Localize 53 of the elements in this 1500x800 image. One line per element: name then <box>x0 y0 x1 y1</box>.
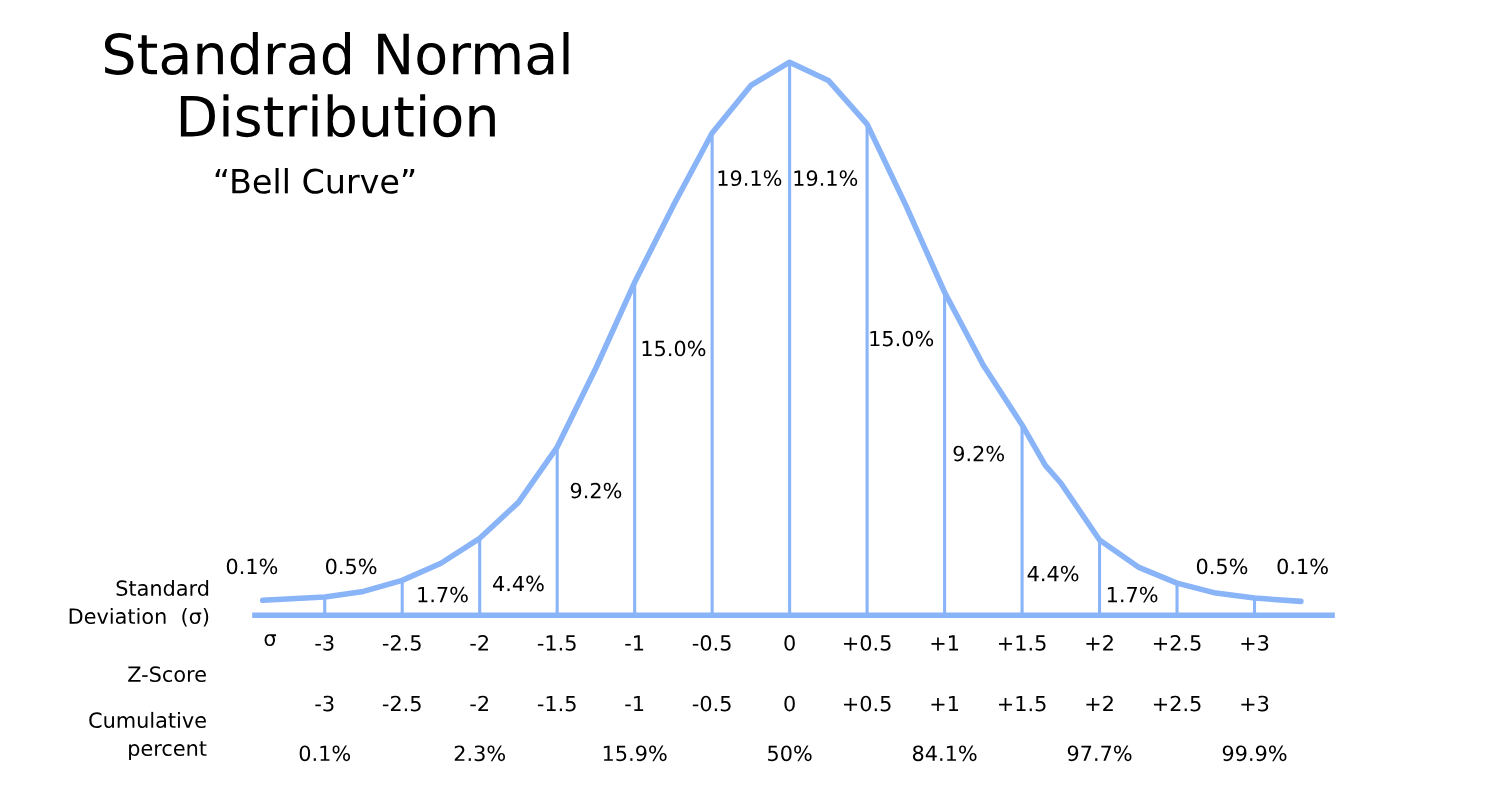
x-tick-label: -1 <box>625 635 644 651</box>
x-tick-label: -0.5 <box>692 635 731 651</box>
x-tick-label: +2 <box>1086 635 1113 651</box>
text: -1.5 <box>537 695 576 712</box>
x-tick-label: -2.5 <box>382 635 421 651</box>
x-tick-label: +3 <box>1241 635 1269 651</box>
x-tick-label: +0.5 <box>844 635 891 651</box>
annotation: 19.1% <box>718 170 782 187</box>
annotation: 15.0% <box>642 340 706 357</box>
text: Standard Deviation (σ) <box>69 579 209 627</box>
annotation: 15.0% <box>870 330 934 347</box>
text: 0 <box>784 695 795 712</box>
text: 99.9% <box>1222 745 1287 762</box>
x-tick-label: +1.5 <box>998 635 1046 651</box>
chart-title: Standrad Normal Distribution <box>104 32 569 138</box>
text: “Bell Curve” <box>215 168 415 194</box>
text: 97.7% <box>1067 745 1132 762</box>
x-tick-label: 0 <box>784 635 795 651</box>
text: +0.5 <box>844 695 891 712</box>
text: +1.5 <box>998 695 1046 712</box>
x-tick-label: -2 <box>470 635 488 651</box>
x-tick-label: +1 <box>931 635 959 651</box>
annotation: 1.7% <box>418 586 468 603</box>
text: Z-Score <box>128 666 206 683</box>
text: -2 <box>470 695 488 712</box>
annotation: 1.7% <box>1107 586 1158 603</box>
text: 50% <box>768 745 812 762</box>
x-tick-label: +2.5 <box>1153 635 1201 651</box>
annotation: 19.1% <box>794 170 858 187</box>
text: -1 <box>625 695 644 712</box>
text: 15.9% <box>603 745 667 762</box>
text: -2.5 <box>382 695 421 712</box>
annotation: 0.5% <box>325 558 377 575</box>
text: +2.5 <box>1153 695 1201 712</box>
text: +3 <box>1241 695 1269 712</box>
annotation: 9.2% <box>953 445 1004 462</box>
annotation: 0.1% <box>1277 558 1328 575</box>
text: Cumulative percent <box>89 711 207 761</box>
x-tick-label: -3 <box>315 635 334 651</box>
annotation: 9.2% <box>570 482 622 499</box>
text: 0.1% <box>299 745 351 762</box>
text: -3 <box>315 695 334 712</box>
annotation: 4.4% <box>1027 565 1079 582</box>
x-tick-label: -1.5 <box>537 635 576 651</box>
text: σ <box>264 634 276 647</box>
text: +1 <box>931 695 959 712</box>
annotation: 4.4% <box>492 575 544 592</box>
text: 84.1% <box>912 745 977 762</box>
annotation: 0.5% <box>1196 558 1248 575</box>
text: 2.3% <box>454 745 506 762</box>
annotation: 0.1% <box>226 558 278 575</box>
text: -0.5 <box>692 695 731 712</box>
text: +2 <box>1086 695 1113 712</box>
